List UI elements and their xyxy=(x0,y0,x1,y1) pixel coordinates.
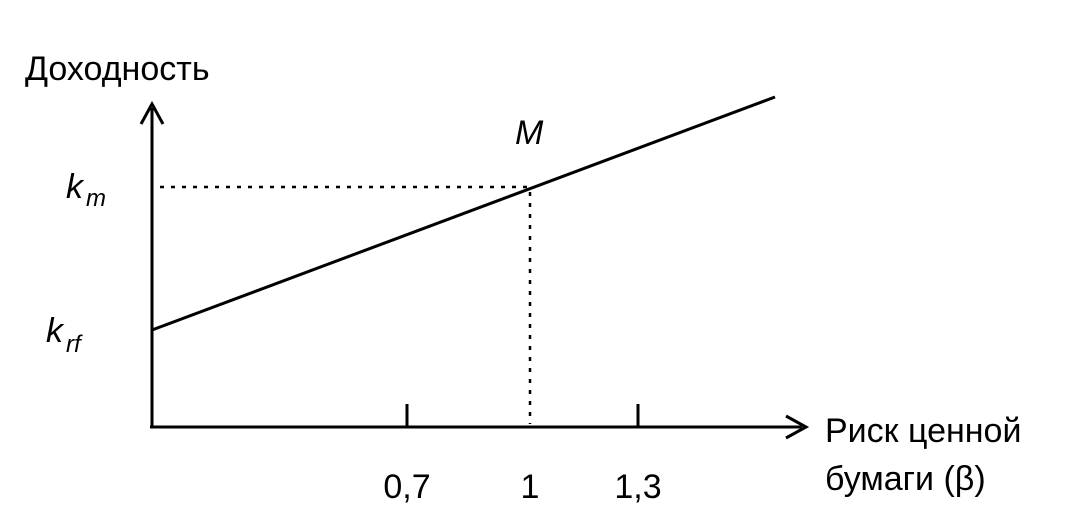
axes xyxy=(139,95,810,440)
x-tick-label: 1 xyxy=(521,468,540,506)
y-label-subscript: rf xyxy=(66,331,83,358)
x-axis-label: бумаги (β) xyxy=(825,460,986,498)
security-market-line xyxy=(151,95,776,332)
x-axis-label: Риск ценной xyxy=(825,412,1021,450)
x-tick-label: 0,7 xyxy=(383,468,430,506)
x-arrow xyxy=(785,414,810,440)
y-arrow xyxy=(139,100,165,125)
x-tick-label: 1,3 xyxy=(614,468,661,506)
y-axis-label: Доходность xyxy=(25,50,210,88)
y-label: k xyxy=(46,312,65,350)
y-label-subscript: m xyxy=(86,185,106,212)
y-label: k xyxy=(66,168,85,206)
point-label: M xyxy=(515,114,544,152)
